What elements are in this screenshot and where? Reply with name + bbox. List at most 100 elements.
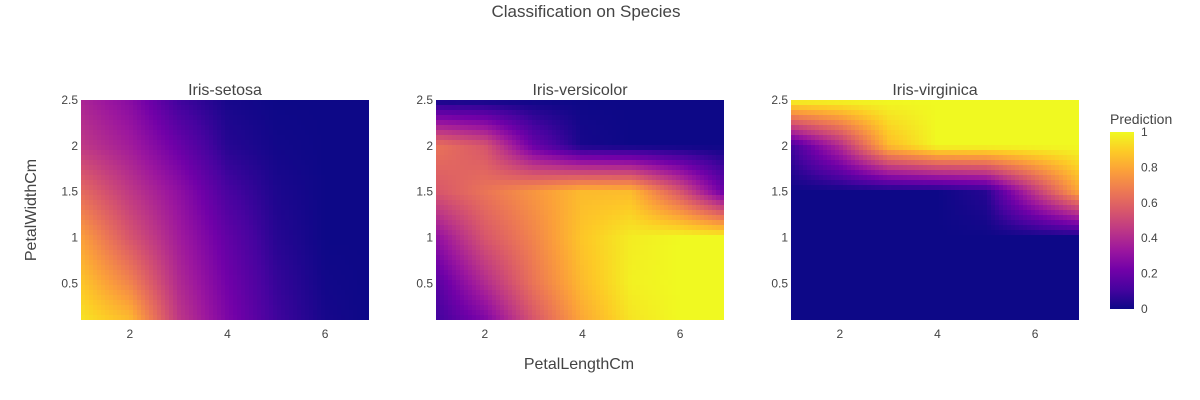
- heatmap-cell: [253, 190, 258, 196]
- heatmap-cell: [576, 145, 581, 151]
- heatmap-cell: [133, 275, 138, 281]
- heatmap-cell: [169, 175, 174, 181]
- heatmap-cell: [480, 145, 485, 151]
- heatmap-cell: [305, 235, 310, 241]
- heatmap-cell: [696, 185, 701, 191]
- heatmap-cell: [145, 240, 150, 246]
- heatmap-cell: [285, 215, 290, 221]
- heatmap-cell: [237, 310, 242, 316]
- heatmap-cell: [492, 225, 497, 231]
- heatmap-cell: [149, 215, 154, 221]
- heatmap-cell: [596, 210, 601, 216]
- heatmap-cell: [640, 205, 645, 211]
- heatmap-cell: [692, 130, 697, 136]
- heatmap-cell: [588, 105, 593, 111]
- heatmap-cell: [516, 210, 521, 216]
- heatmap-cell: [125, 275, 130, 281]
- heatmap-cell: [508, 130, 513, 136]
- heatmap-cell: [233, 115, 238, 121]
- heatmap-cell: [161, 255, 166, 261]
- heatmap-cell: [117, 190, 122, 196]
- heatmap-cell: [664, 170, 669, 176]
- heatmap-cell: [337, 300, 342, 306]
- heatmap-cell: [101, 285, 106, 291]
- heatmap-cell: [233, 100, 238, 106]
- heatmap-cell: [129, 100, 134, 106]
- heatmap-cell: [500, 105, 505, 111]
- heatmap-cell: [600, 110, 605, 116]
- heatmap-cell: [596, 220, 601, 226]
- heatmap-cell: [281, 145, 286, 151]
- heatmap-cell: [213, 230, 218, 236]
- heatmap-cell: [245, 145, 250, 151]
- heatmap-cell: [508, 150, 513, 156]
- heatmap-cell: [177, 180, 182, 186]
- heatmap-cell: [169, 290, 174, 296]
- heatmap-cell: [225, 250, 230, 256]
- heatmap-cell: [648, 215, 653, 221]
- heatmap-cell: [624, 215, 629, 221]
- heatmap-cell: [636, 205, 641, 211]
- heatmap-cell: [333, 290, 338, 296]
- heatmap-cell: [181, 100, 186, 106]
- heatmap-cell: [552, 160, 557, 166]
- heatmap-cell: [277, 105, 282, 111]
- heatmap-cell: [289, 315, 294, 320]
- heatmap-cell: [640, 175, 645, 181]
- heatmap-cell: [357, 265, 362, 271]
- heatmap-cell: [253, 185, 258, 191]
- heatmap-cell: [229, 215, 234, 221]
- heatmap-cell: [101, 205, 106, 211]
- heatmap-cell: [213, 220, 218, 226]
- heatmap-cell: [620, 185, 625, 191]
- heatmap-cell: [361, 295, 366, 301]
- heatmap-cell: [201, 265, 206, 271]
- heatmap-cell: [117, 285, 122, 291]
- heatmap-cell: [608, 135, 613, 141]
- heatmap-cell: [313, 115, 318, 121]
- heatmap-cell: [456, 120, 461, 126]
- heatmap-cell: [233, 175, 238, 181]
- heatmap-cell: [636, 200, 641, 206]
- heatmap-cell: [357, 120, 362, 126]
- heatmap-cell: [173, 160, 178, 166]
- heatmap-cell: [245, 280, 250, 286]
- heatmap-cell: [656, 195, 661, 201]
- heatmap-cell: [133, 185, 138, 191]
- heatmap-cell: [341, 130, 346, 136]
- heatmap-cell: [221, 315, 226, 320]
- heatmap-cell: [580, 160, 585, 166]
- heatmap-cell: [357, 155, 362, 161]
- heatmap-cell: [504, 220, 509, 226]
- heatmap-cell: [636, 115, 641, 121]
- heatmap-cell: [277, 285, 282, 291]
- heatmap-cell: [460, 120, 465, 126]
- heatmap-cell: [161, 145, 166, 151]
- heatmap-cell: [169, 305, 174, 311]
- heatmap-cell: [181, 190, 186, 196]
- heatmap-cell: [512, 180, 517, 186]
- heatmap-cell: [221, 200, 226, 206]
- heatmap-cell: [684, 130, 689, 136]
- heatmap-cell: [484, 160, 489, 166]
- heatmap-cell: [185, 115, 190, 121]
- heatmap-cell: [217, 245, 222, 251]
- heatmap-cell: [165, 100, 170, 106]
- heatmap-cell: [361, 160, 366, 166]
- heatmap-cell: [325, 125, 330, 131]
- heatmap-cell: [261, 300, 266, 306]
- heatmap-cell: [305, 255, 310, 261]
- heatmap-cell: [349, 140, 354, 146]
- heatmap-cell: [664, 200, 669, 206]
- heatmap-cell: [117, 270, 122, 276]
- heatmap-cell: [229, 105, 234, 111]
- heatmap-cell: [632, 170, 637, 176]
- heatmap-cell: [305, 285, 310, 291]
- heatmap-cell: [620, 165, 625, 171]
- heatmap-cell: [464, 145, 469, 151]
- heatmap-cell: [253, 290, 258, 296]
- heatmap-cell: [492, 100, 497, 106]
- heatmap-cell: [165, 105, 170, 111]
- heatmap-cell: [357, 250, 362, 256]
- heatmap-cell: [353, 270, 358, 276]
